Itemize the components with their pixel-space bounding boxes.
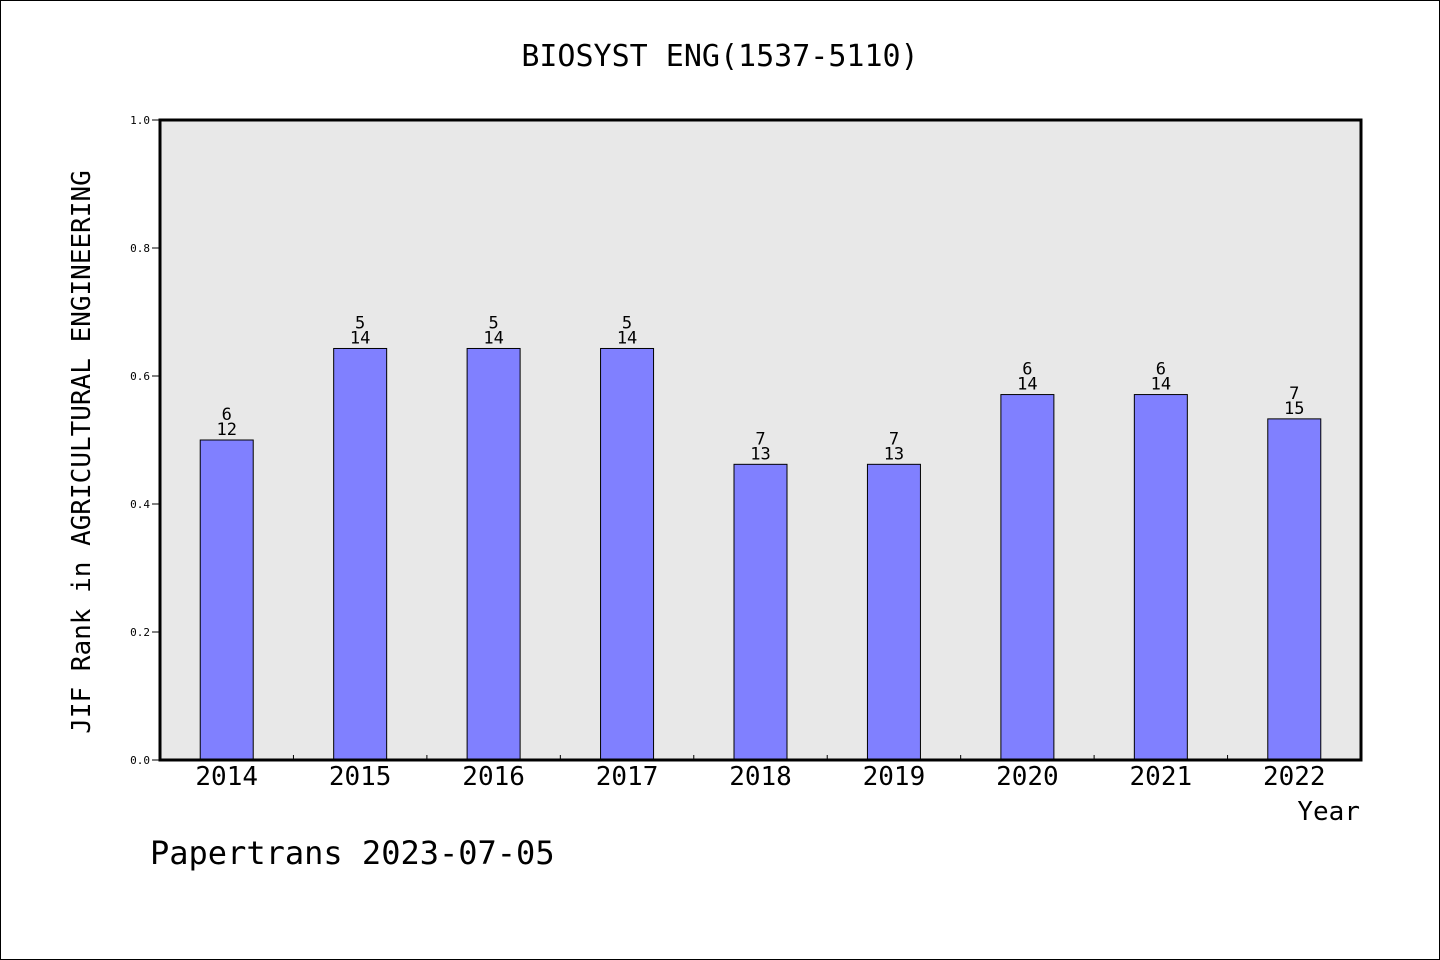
y-tick-label: 0.4 <box>130 498 150 511</box>
chart-title: BIOSYST ENG(1537-5110) <box>521 39 918 74</box>
y-tick-label: 0.6 <box>130 370 150 383</box>
x-tick-label: 2022 <box>1263 762 1326 792</box>
bar-total-label: 14 <box>617 328 637 348</box>
bar-rank-label: 5 <box>488 313 498 333</box>
x-tick-label: 2016 <box>462 762 525 792</box>
watermark-text: Papertrans 2023-07-05 <box>150 834 555 872</box>
x-axis-label: Year <box>1297 797 1360 827</box>
bar-total-label: 14 <box>350 328 370 348</box>
bar <box>1267 418 1322 761</box>
bar-rank-label: 7 <box>1289 384 1299 404</box>
bar-total-label: 13 <box>884 444 904 464</box>
x-tick-label: 2015 <box>329 762 392 792</box>
plot-border <box>158 118 1363 762</box>
bar <box>1133 394 1188 761</box>
bar <box>1000 394 1055 761</box>
x-tick-label: 2021 <box>1130 762 1193 792</box>
y-axis-label: JIF Rank in AGRICULTURAL ENGINEERING <box>67 170 97 734</box>
x-tick-label: 2020 <box>996 762 1059 792</box>
x-tick-label: 2014 <box>195 762 258 792</box>
bar-rank-label: 7 <box>889 429 899 449</box>
x-tick-label: 2019 <box>863 762 926 792</box>
x-tick-label: 2018 <box>729 762 792 792</box>
bar <box>733 463 788 761</box>
bar-total-label: 12 <box>216 420 236 440</box>
bar-rank-label: 5 <box>622 313 632 333</box>
y-tick-label: 0.0 <box>130 754 150 767</box>
bar <box>333 347 388 761</box>
bar-rank-label: 7 <box>755 429 765 449</box>
bar-rank-label: 6 <box>1156 360 1166 380</box>
bar <box>600 347 655 761</box>
bar-total-label: 15 <box>1284 399 1304 419</box>
y-tick-label: 0.8 <box>130 242 150 255</box>
bar-total-label: 14 <box>1017 375 1037 395</box>
y-tick-label: 0.2 <box>130 626 150 639</box>
bar <box>466 347 521 761</box>
plot-area: 0.00.20.40.60.81.06122014514201551420165… <box>130 114 1363 792</box>
x-tick-label: 2017 <box>596 762 659 792</box>
bar-total-label: 13 <box>750 444 770 464</box>
bar-total-label: 14 <box>1151 375 1171 395</box>
y-tick-label: 1.0 <box>130 114 150 127</box>
bar-rank-label: 5 <box>355 313 365 333</box>
bar-rank-label: 6 <box>222 405 232 425</box>
bar-total-label: 14 <box>483 328 503 348</box>
bar-rank-label: 6 <box>1022 360 1032 380</box>
bar <box>866 463 921 761</box>
bar <box>199 439 254 761</box>
